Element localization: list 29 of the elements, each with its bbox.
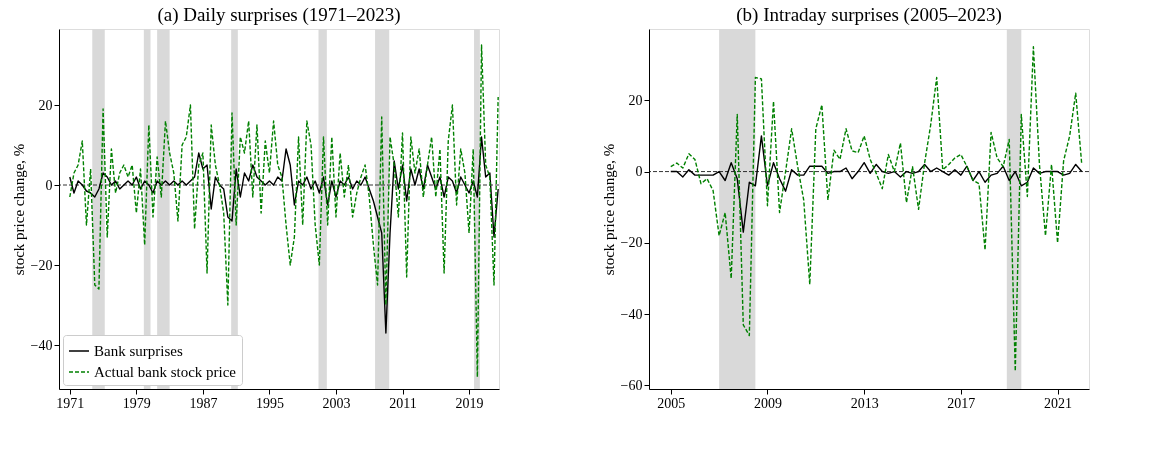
x-tick-label: 1987 xyxy=(189,395,218,411)
legend-label: Actual bank stock price xyxy=(94,364,237,380)
chart-title: (a) Daily surprises (1971–2023) xyxy=(157,4,401,26)
x-tick-label: 1979 xyxy=(122,395,151,411)
x-tick-label: 1971 xyxy=(56,395,85,411)
line-series xyxy=(670,46,1083,372)
x-tick-label: 2017 xyxy=(947,395,976,411)
x-tick-label: 2005 xyxy=(657,395,686,411)
y-tick-label: −20 xyxy=(30,257,53,273)
y-tick-label: 20 xyxy=(38,97,53,113)
x-tick-label: 2003 xyxy=(322,395,351,411)
y-tick-label: −40 xyxy=(620,306,643,322)
y-tick-label: −20 xyxy=(620,235,643,251)
chart-title: (b) Intraday surprises (2005–2023) xyxy=(736,4,1002,26)
y-tick-label: −60 xyxy=(620,377,643,393)
y-axis-title: stock price change, % xyxy=(600,143,617,276)
x-tick-label: 2013 xyxy=(850,395,879,411)
line-series xyxy=(69,44,499,378)
x-tick-label: 2021 xyxy=(1044,395,1073,411)
x-tick-label: 2009 xyxy=(753,395,782,411)
y-tick-label: 0 xyxy=(635,164,643,180)
x-tick-label: 2019 xyxy=(455,395,484,411)
y-tick-label: 0 xyxy=(45,177,53,193)
y-tick-label: −40 xyxy=(30,337,53,353)
x-tick-label: 1995 xyxy=(255,395,284,411)
legend-label: Bank surprises xyxy=(94,343,183,359)
x-tick-label: 2011 xyxy=(389,395,417,411)
y-axis-title: stock price change, % xyxy=(10,143,27,276)
y-tick-label: 20 xyxy=(628,92,643,108)
